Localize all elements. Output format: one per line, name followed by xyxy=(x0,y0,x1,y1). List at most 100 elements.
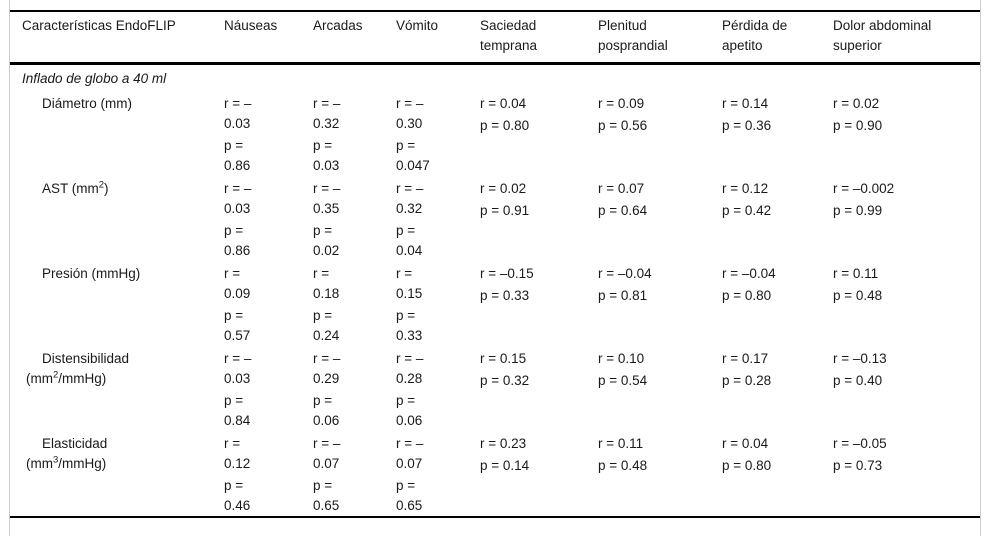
r-value: r = 0.07 xyxy=(598,181,645,196)
p-value: p = 0.36 xyxy=(722,118,772,133)
row-label: Presión (mmHg) xyxy=(42,266,141,281)
correlation-cell: r = –0.07 p = 0.65 xyxy=(386,431,470,517)
correlation-cell: r = 0.11 p = 0.48 xyxy=(588,431,712,517)
p-value: p = 0.06 xyxy=(396,393,423,428)
correlation-cell: r = –0.15 p = 0.33 xyxy=(470,261,588,346)
r-value: r = –0.03 xyxy=(224,181,252,216)
correlation-cell: r = –0.07 p = 0.65 xyxy=(303,431,386,517)
column-header-saciedad-temprana: Saciedad temprana xyxy=(470,11,588,65)
correlation-cell: r = 0.14 p = 0.36 xyxy=(712,91,823,176)
p-value: p = 0.42 xyxy=(722,203,772,218)
column-header-vomito: Vómito xyxy=(386,11,470,65)
correlation-cell: r = –0.32 p = 0.04 xyxy=(386,176,470,261)
p-value: p = 0.80 xyxy=(722,458,772,473)
p-value: p = 0.80 xyxy=(480,118,530,133)
table-row: Elasticidad (mm3/mmHg) r = 0.12 p = 0.46 r = –… xyxy=(10,431,980,517)
p-value: p = 0.81 xyxy=(598,288,648,303)
r-value: r = 0.11 xyxy=(833,266,879,281)
r-value: r = –0.04 xyxy=(598,266,652,281)
r-value: r = –0.32 xyxy=(313,96,341,131)
row-label-cell: Diámetro (mm) xyxy=(10,91,214,176)
p-value: p = 0.14 xyxy=(480,458,530,473)
correlation-cell: r = 0.04 p = 0.80 xyxy=(470,91,588,176)
r-value: r = –0.07 xyxy=(313,436,341,471)
correlation-cell: r = 0.09 p = 0.56 xyxy=(588,91,712,176)
r-value: r = 0.15 xyxy=(480,351,527,366)
correlation-cell: r = 0.02 p = 0.91 xyxy=(470,176,588,261)
p-value: p = 0.57 xyxy=(224,308,251,343)
correlation-cell: r = 0.15 p = 0.33 xyxy=(386,261,470,346)
correlation-cell: r = 0.07 p = 0.64 xyxy=(588,176,712,261)
r-value: r = –0.28 xyxy=(396,351,424,386)
correlation-cell: r = –0.04 p = 0.80 xyxy=(712,261,823,346)
p-value: p = 0.86 xyxy=(224,223,251,258)
table-frame: Características EndoFLIP Náuseas Arcadas… xyxy=(9,0,981,536)
correlation-cell: r = –0.29 p = 0.06 xyxy=(303,346,386,431)
table-row: Diámetro (mm) r = –0.03 p = 0.86 r = –0.32 p … xyxy=(10,91,980,176)
row-label: AST (mm2) xyxy=(42,179,109,196)
r-value: r = –0.03 xyxy=(224,96,252,131)
r-value: r = 0.23 xyxy=(480,436,527,451)
p-value: p = 0.32 xyxy=(480,373,530,388)
p-value: p = 0.86 xyxy=(224,138,251,173)
section-row: Inflado de globo a 40 ml xyxy=(10,64,980,92)
r-value: r = 0.04 xyxy=(722,436,769,451)
r-value: r = 0.12 xyxy=(224,436,251,471)
r-value: r = –0.35 xyxy=(313,181,341,216)
table-row: Presión (mmHg) r = 0.09 p = 0.57 r = 0.18 p = 0.… xyxy=(10,261,980,346)
r-value: r = 0.10 xyxy=(598,351,645,366)
column-header-caracteristicas: Características EndoFLIP xyxy=(10,11,214,65)
p-value: p = 0.48 xyxy=(598,458,648,473)
r-value: r = –0.002 xyxy=(833,181,895,196)
correlation-cell: r = –0.03 p = 0.86 xyxy=(214,91,303,176)
row-label: Diámetro (mm) xyxy=(42,96,132,111)
r-value: r = 0.17 xyxy=(722,351,769,366)
r-value: r = 0.14 xyxy=(722,96,769,111)
p-value: p = 0.73 xyxy=(833,458,883,473)
correlation-cell: r = 0.12 p = 0.46 xyxy=(214,431,303,517)
correlation-cell: r = 0.15 p = 0.32 xyxy=(470,346,588,431)
correlation-cell: r = –0.002 p = 0.99 xyxy=(823,176,980,261)
p-value: p = 0.54 xyxy=(598,373,648,388)
correlation-cell: r = –0.13 p = 0.40 xyxy=(823,346,980,431)
column-header-perdida-apetito: Pérdida de apetito xyxy=(712,11,823,65)
p-value: p = 0.33 xyxy=(396,308,423,343)
p-value: p = 0.46 xyxy=(224,478,251,513)
p-value: p = 0.99 xyxy=(833,203,883,218)
correlation-cell: r = –0.04 p = 0.81 xyxy=(588,261,712,346)
p-value: p = 0.65 xyxy=(396,478,423,513)
p-value: p = 0.33 xyxy=(480,288,530,303)
column-header-dolor-abdominal: Dolor abdominal superior xyxy=(823,11,980,65)
r-value: r = –0.05 xyxy=(833,436,887,451)
r-value: r = –0.07 xyxy=(396,436,424,471)
r-value: r = 0.02 xyxy=(480,181,527,196)
p-value: p = 0.91 xyxy=(480,203,530,218)
r-value: r = 0.12 xyxy=(722,181,769,196)
endoflip-correlation-table: Características EndoFLIP Náuseas Arcadas… xyxy=(10,10,980,518)
correlation-cell: r = 0.10 p = 0.54 xyxy=(588,346,712,431)
correlation-cell: r = 0.17 p = 0.28 xyxy=(712,346,823,431)
column-header-nauseas: Náuseas xyxy=(214,11,303,65)
r-value: r = –0.30 xyxy=(396,96,424,131)
correlation-cell: r = –0.03 p = 0.84 xyxy=(214,346,303,431)
p-value: p = 0.04 xyxy=(396,223,423,258)
p-value: p = 0.64 xyxy=(598,203,648,218)
p-value: p = 0.03 xyxy=(313,138,340,173)
correlation-cell: r = 0.23 p = 0.14 xyxy=(470,431,588,517)
column-header-plenitud-posprandial: Plenitud posprandial xyxy=(588,11,712,65)
p-value: p = 0.48 xyxy=(833,288,883,303)
header-row: Características EndoFLIP Náuseas Arcadas… xyxy=(10,11,980,65)
r-value: r = –0.04 xyxy=(722,266,776,281)
section-title: Inflado de globo a 40 ml xyxy=(22,71,167,86)
p-value: p = 0.06 xyxy=(313,393,340,428)
row-label: Distensibilidad (mm2/mmHg) xyxy=(26,351,130,386)
correlation-cell: r = –0.35 p = 0.02 xyxy=(303,176,386,261)
p-value: p = 0.80 xyxy=(722,288,772,303)
row-label-cell: Elasticidad (mm3/mmHg) xyxy=(10,431,214,517)
p-value: p = 0.84 xyxy=(224,393,251,428)
r-value: r = –0.13 xyxy=(833,351,887,366)
r-value: r = 0.15 xyxy=(396,266,423,301)
table-body: Inflado de globo a 40 ml Diámetro (mm) r … xyxy=(10,64,980,518)
correlation-cell: r = 0.11 p = 0.48 xyxy=(823,261,980,346)
r-value: r = 0.11 xyxy=(598,436,644,451)
